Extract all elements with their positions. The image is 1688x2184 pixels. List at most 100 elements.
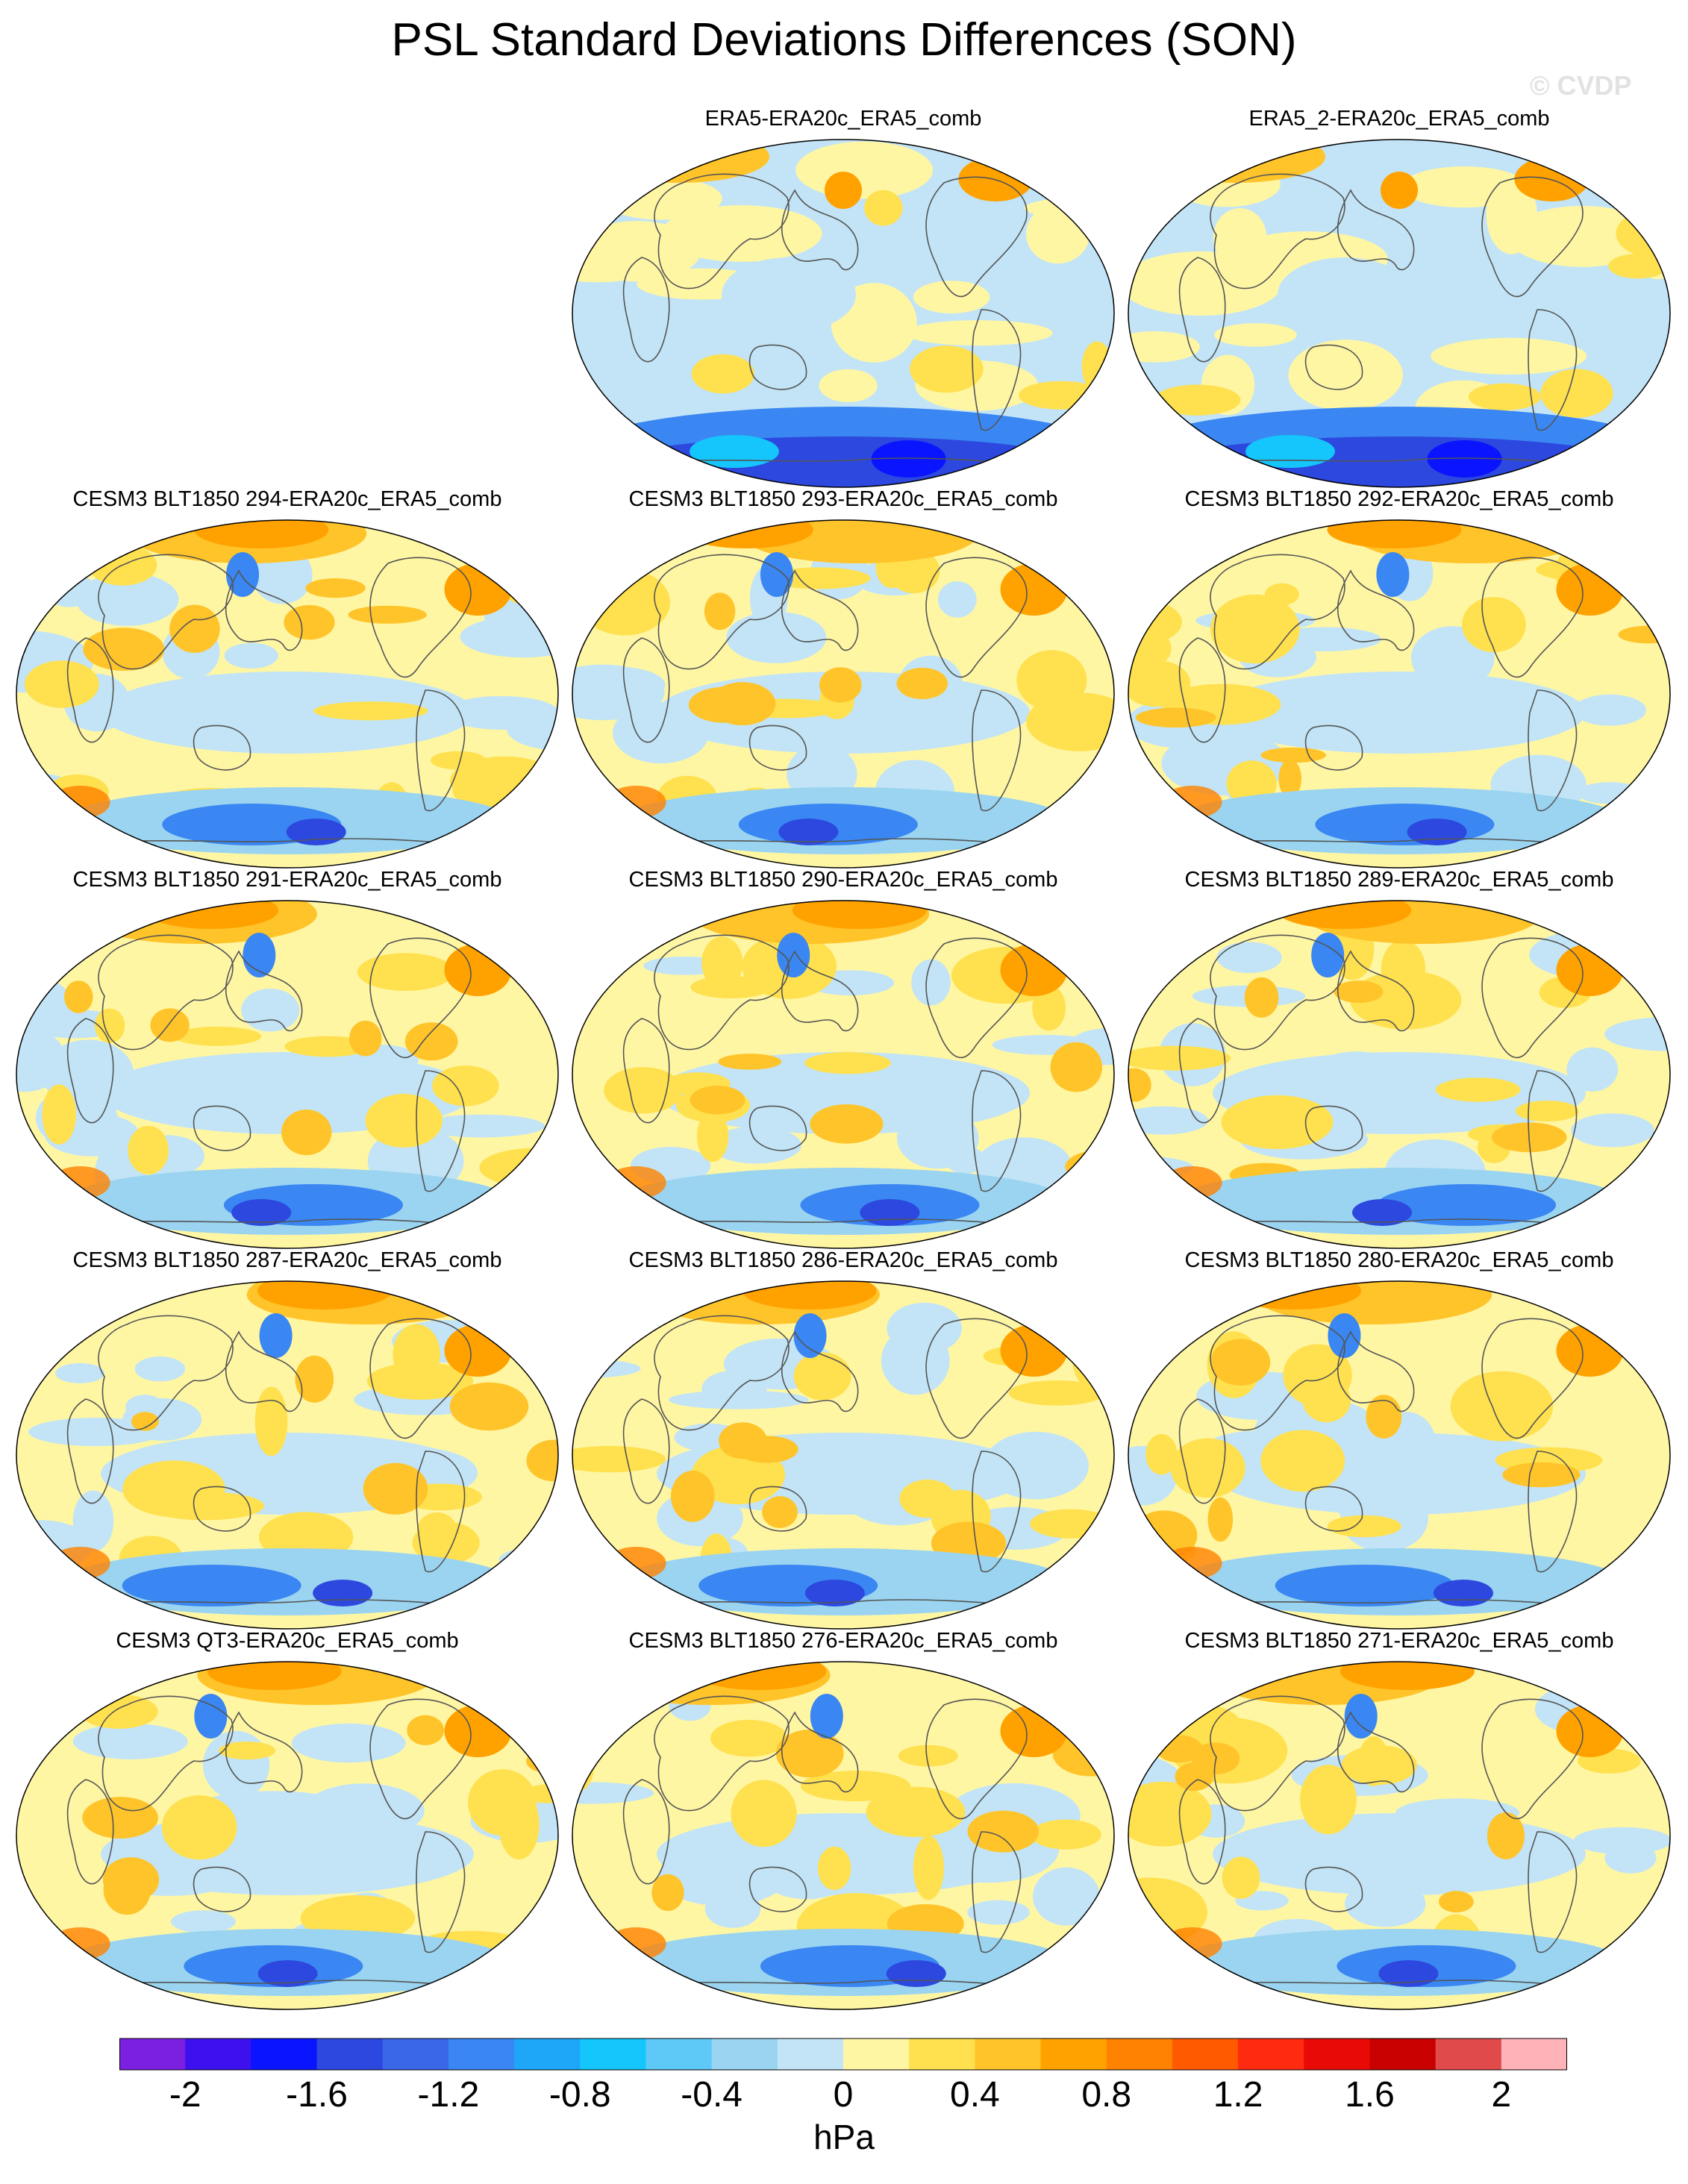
contour-patch [1502, 1462, 1581, 1488]
contour-patch [866, 1786, 966, 1838]
contour-patch [1260, 1430, 1345, 1492]
contour-patch [224, 642, 279, 669]
contour-patch [1260, 747, 1327, 763]
contour-patch [1245, 435, 1335, 468]
contour-patch [1351, 520, 1591, 563]
contour-patch [1378, 1960, 1439, 1987]
contour-patch [1000, 1705, 1068, 1757]
contour-patch [16, 1027, 66, 1092]
contour-patch [1000, 944, 1068, 996]
contour-patch [1514, 157, 1589, 201]
contour-patch [291, 1723, 406, 1763]
contour-patch [819, 667, 862, 703]
contour-patch [82, 1797, 158, 1839]
coastline [654, 934, 790, 1051]
contour-patch [219, 1742, 276, 1760]
coastline [1304, 725, 1363, 771]
contour-patch [348, 605, 427, 624]
map-border [572, 900, 1115, 1249]
contour-patch [50, 1547, 110, 1580]
contour-patch [1050, 1042, 1103, 1092]
coastline [98, 1695, 234, 1812]
contour-patch [365, 1094, 443, 1148]
coastline [925, 557, 1028, 678]
contour-patch [945, 1146, 986, 1174]
contour-patch [1214, 323, 1297, 347]
robinson-map [572, 900, 1115, 1249]
coastline [66, 637, 114, 743]
coastline [1210, 1315, 1345, 1431]
contour-patch [1302, 901, 1542, 944]
contour-patch [203, 1791, 341, 1816]
contour-patch [1381, 939, 1426, 997]
contour-patch [281, 1109, 332, 1156]
colorbar-swatch [316, 2038, 384, 2070]
coastline [622, 1398, 670, 1504]
contour-patch [1307, 1051, 1405, 1101]
coastline [622, 257, 670, 363]
contour-patch [1556, 1705, 1624, 1757]
coastline [1210, 934, 1345, 1051]
contour-patch [911, 959, 951, 1006]
contour-patch [443, 695, 558, 730]
colorbar-tick-label: -0.8 [548, 2075, 611, 2115]
coastline [98, 554, 234, 670]
colorbar [119, 2038, 1567, 2071]
contour-patch [896, 667, 948, 700]
coastline [416, 1451, 466, 1573]
coastline [416, 1070, 466, 1192]
contour-patch [72, 1723, 188, 1759]
map-border [1128, 900, 1671, 1249]
contour-patch [259, 1313, 293, 1358]
colorbar-tick-label: 0 [833, 2075, 854, 2115]
colorbar-swatch [1238, 2038, 1304, 2070]
panel-title: CESM3 BLT1850 286-ERA20c_ERA5_comb [628, 1248, 1058, 1272]
contour-patch [416, 1512, 457, 1549]
contour-patch [1213, 207, 1267, 266]
contour-patch [1288, 340, 1403, 411]
contour-patch [886, 1960, 946, 1987]
colorbar-tick-label: 0.4 [949, 2075, 1000, 2115]
contour-patch [1450, 1371, 1554, 1442]
contour-patch [909, 1073, 963, 1126]
contour-patch [793, 1352, 851, 1401]
contour-patch [709, 682, 776, 726]
contour-patch [101, 672, 474, 754]
contour-patch [64, 980, 93, 1013]
contour-patch [1566, 1047, 1619, 1092]
coastline [1304, 1105, 1363, 1151]
colorbar-swatch [382, 2038, 449, 2070]
colorbar-tick-label: -2 [169, 2075, 201, 2115]
contour-patch [1556, 944, 1624, 996]
coastline [748, 1105, 807, 1151]
contour-patch [762, 1496, 798, 1528]
coastline [925, 937, 1028, 1059]
coastline [748, 1486, 807, 1532]
coastline [1210, 554, 1345, 670]
contour-patch [1344, 1694, 1378, 1739]
contour-patch [1162, 1927, 1222, 1960]
contour-patch [1162, 1547, 1222, 1580]
contour-patch [651, 1874, 684, 1912]
contour-patch [899, 1479, 956, 1518]
panel-title: ERA5-ERA20c_ERA5_comb [704, 107, 982, 131]
contour-patch [125, 1395, 165, 1420]
coastline [1337, 1711, 1415, 1793]
contour-patch [579, 569, 670, 636]
contour-patch [134, 1356, 186, 1382]
coastline [622, 1779, 670, 1885]
contour-patch [254, 1386, 288, 1456]
contour-patch [1334, 980, 1384, 1004]
coastline [1481, 1318, 1584, 1439]
panel-title: CESM3 BLT1850 290-ERA20c_ERA5_comb [628, 868, 1058, 892]
contour-patch [1395, 1798, 1520, 1827]
coastline [66, 1018, 114, 1124]
contour-patch [257, 1960, 318, 1987]
coastline [972, 309, 1022, 431]
robinson-map [1128, 900, 1671, 1249]
coastline [654, 1315, 790, 1431]
colorbar-swatch [580, 2038, 646, 2070]
coastline [1528, 689, 1578, 812]
contour-patch [1376, 552, 1410, 597]
map-border [16, 1661, 559, 2010]
